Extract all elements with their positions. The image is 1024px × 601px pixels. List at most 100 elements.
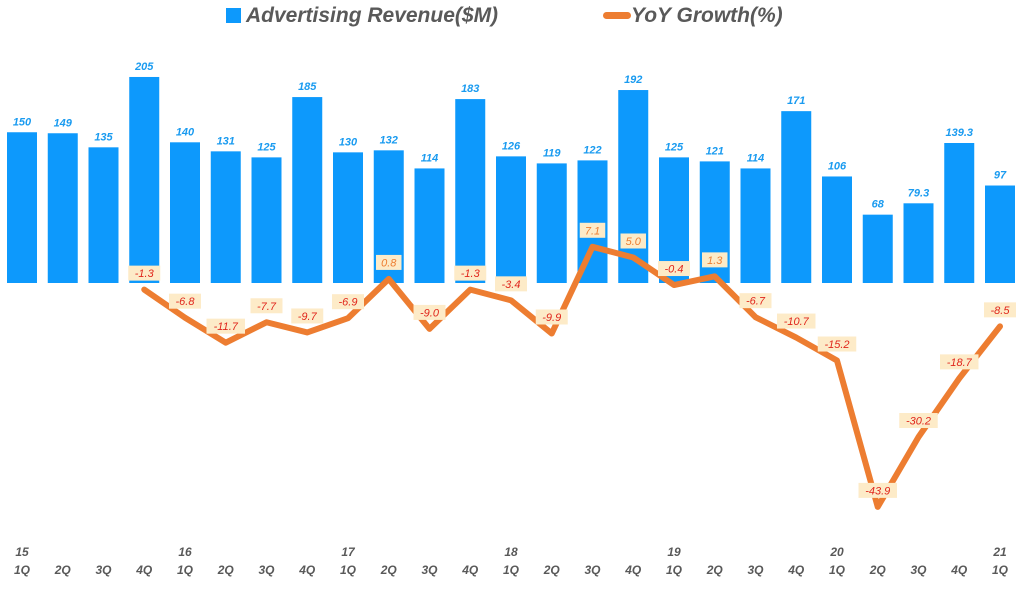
growth-label-box (128, 265, 161, 281)
growth-label-box (984, 302, 1016, 318)
growth-label: -9.7 (298, 311, 318, 323)
growth-label-box (777, 313, 816, 329)
bar-label: 79.3 (908, 187, 929, 199)
tick-quarter: 1Q (666, 563, 683, 577)
growth-label: -43.9 (865, 485, 890, 497)
bar-label: 114 (421, 152, 439, 164)
tick-quarter: 3Q (421, 563, 438, 577)
growth-label-box (620, 233, 646, 249)
bar (496, 156, 526, 283)
growth-label: -3.4 (502, 279, 521, 291)
bar-label: 68 (872, 199, 885, 211)
tick-quarter: 2Q (543, 563, 561, 577)
tick-quarter: 4Q (298, 563, 316, 577)
growth-label: -6.7 (746, 296, 766, 308)
bar (210, 151, 241, 283)
bar (88, 147, 119, 283)
bar (781, 111, 812, 284)
bar (618, 90, 649, 283)
bar (292, 97, 323, 283)
bar-label: 131 (217, 135, 235, 147)
bar-label: 150 (13, 116, 32, 128)
growth-label-box (858, 482, 897, 498)
growth-label: -15.2 (824, 339, 849, 351)
tick-quarter: 3Q (584, 563, 601, 577)
bar-label: 126 (502, 140, 521, 152)
bar-label: 135 (94, 131, 113, 143)
tick-quarter: 2Q (380, 563, 398, 577)
growth-label: -30.2 (906, 416, 931, 428)
growth-label: 0.8 (381, 257, 397, 269)
bar-label: 122 (583, 144, 601, 156)
growth-label: -9.0 (420, 307, 440, 319)
bar (455, 99, 486, 284)
bar (251, 157, 282, 283)
tick-quarter: 3Q (910, 563, 927, 577)
bar-label: 149 (54, 117, 73, 129)
tick-quarter: 3Q (747, 563, 764, 577)
bar (47, 133, 78, 283)
tick-year: 15 (15, 545, 29, 559)
growth-label-box (658, 261, 690, 277)
bar-label: 121 (706, 145, 724, 157)
tick-year: 19 (667, 545, 681, 559)
bar (333, 152, 363, 283)
tick-quarter: 4Q (135, 563, 153, 577)
bar-label: 140 (176, 126, 195, 138)
tick-quarter: 3Q (95, 563, 112, 577)
bar-label: 119 (543, 147, 561, 159)
tick-year: 16 (178, 545, 192, 559)
growth-label-box (250, 298, 283, 314)
growth-label-box (169, 293, 201, 309)
legend: Advertising Revenue($M) YoY Growth(%) (226, 4, 783, 27)
bar-label: 106 (828, 160, 847, 172)
growth-label: -7.7 (257, 301, 277, 313)
bar (862, 214, 893, 283)
tick-quarter: 2Q (54, 563, 72, 577)
bar (822, 176, 852, 283)
bar (740, 168, 771, 283)
growth-label-box (495, 276, 527, 292)
growth-label-box (206, 318, 245, 334)
bar-label: 125 (665, 141, 684, 153)
growth-label-box (291, 308, 324, 324)
growth-label: -1.3 (135, 268, 155, 280)
growth-label: -6.8 (176, 296, 196, 308)
growth-label-box (940, 354, 979, 370)
bar-label: 139.3 (945, 127, 973, 139)
bar (985, 185, 1015, 283)
bar-label: 192 (624, 74, 642, 86)
bar (903, 203, 934, 283)
bar-label: 114 (747, 152, 765, 164)
legend-swatch-revenue (226, 8, 241, 23)
growth-label-box (413, 304, 446, 320)
bar-label: 183 (461, 83, 479, 95)
growth-label-box (899, 413, 938, 429)
tick-quarter: 1Q (340, 563, 357, 577)
growth-label-box (579, 222, 606, 238)
legend-swatch-growth (603, 12, 631, 19)
growth-label: -6.9 (339, 297, 358, 309)
growth-label: -0.4 (665, 264, 684, 276)
growth-label: -10.7 (784, 316, 810, 328)
bar-label: 205 (134, 61, 154, 73)
growth-label-box (535, 309, 568, 325)
growth-label-box (454, 265, 487, 281)
legend-label-revenue: Advertising Revenue($M) (245, 4, 498, 27)
growth-label: -18.7 (947, 357, 973, 369)
growth-label: -1.3 (461, 268, 481, 280)
tick-quarter: 1Q (14, 563, 31, 577)
growth-label-box (739, 293, 772, 309)
tick-quarter: 4Q (461, 563, 479, 577)
tick-year: 20 (829, 545, 844, 559)
tick-quarter: 4Q (950, 563, 968, 577)
growth-label: -9.9 (542, 312, 561, 324)
bar (944, 143, 975, 283)
tick-quarter: 4Q (787, 563, 805, 577)
bar-label: 97 (994, 170, 1007, 182)
legend-label-growth: YoY Growth(%) (631, 4, 783, 27)
tick-quarter: 2Q (217, 563, 235, 577)
growth-label: 5.0 (626, 236, 642, 248)
growth-label-box (332, 294, 364, 310)
